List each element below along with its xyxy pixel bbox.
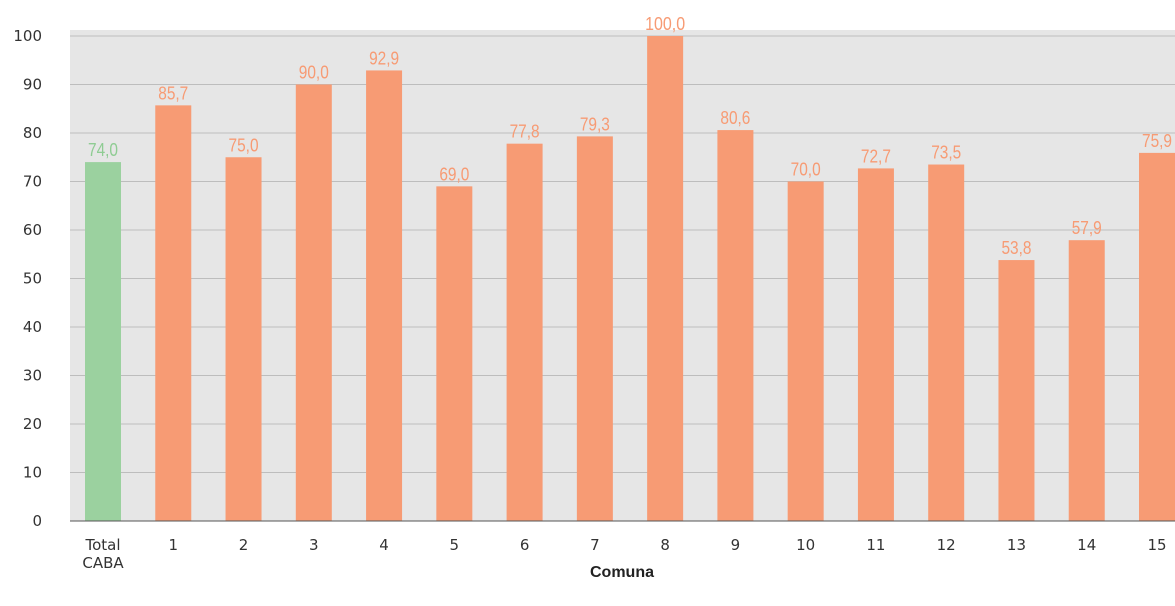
x-tick-label: 11 (866, 536, 885, 554)
y-tick-label: 80 (23, 124, 42, 142)
data-labels: 74,0 85,7 75,0 90,0 92,9 69,0 77,8 79,3 100,0 80,… (88, 14, 1172, 258)
x-tick-label: 2 (239, 536, 249, 554)
bar (436, 186, 473, 521)
bars (85, 36, 1175, 522)
y-tick-label: 90 (23, 76, 42, 94)
data-label: 72,7 (861, 146, 891, 166)
data-label: 80,6 (720, 108, 750, 128)
bar (1068, 240, 1105, 521)
bar (1139, 152, 1175, 521)
x-tick-label: 10 (796, 536, 815, 554)
y-tick-label: 60 (23, 221, 42, 239)
x-tick-label: 1 (168, 536, 178, 554)
x-tick-label: 13 (1007, 536, 1026, 554)
y-tick-label: 100 (13, 27, 42, 45)
y-tick-label: 0 (32, 512, 42, 530)
x-tick-label: 3 (309, 536, 319, 554)
x-axis-title: Comuna (590, 564, 654, 581)
data-label: 92,9 (369, 48, 399, 68)
data-label: 75,9 (1142, 131, 1172, 151)
x-tick-label: 14 (1077, 536, 1096, 554)
x-tick-label: 15 (1147, 536, 1166, 554)
data-label: 74,0 (88, 140, 118, 160)
data-label: 73,5 (931, 143, 961, 163)
x-tick-label: 5 (450, 536, 460, 554)
y-tick-label: 70 (23, 173, 42, 191)
x-tick-label: 8 (660, 536, 670, 554)
data-label: 53,8 (1001, 238, 1031, 258)
data-label: 90,0 (299, 63, 329, 83)
bar (85, 162, 121, 521)
bar (717, 130, 754, 521)
bar (928, 164, 965, 521)
y-tick-label: 40 (23, 318, 42, 336)
data-label: 69,0 (439, 164, 469, 184)
bar (225, 157, 262, 521)
bar (155, 105, 192, 521)
data-label: 85,7 (158, 83, 188, 103)
bar (857, 168, 894, 521)
y-tick-label: 30 (23, 367, 42, 385)
x-tick-label: Total (84, 536, 120, 554)
bar (576, 136, 613, 521)
x-tick-label: 12 (937, 536, 956, 554)
x-tick-label: 4 (379, 536, 389, 554)
y-tick-label: 50 (23, 270, 42, 288)
data-label: 70,0 (791, 160, 821, 180)
x-tick-label: 9 (731, 536, 741, 554)
y-tick-label: 10 (23, 464, 42, 482)
x-tick-label: 7 (590, 536, 600, 554)
data-label: 79,3 (580, 114, 610, 134)
data-label: 57,9 (1072, 218, 1102, 238)
bar (295, 84, 332, 521)
x-tick-label: CABA (82, 554, 124, 572)
y-axis-ticks: 0 10 20 30 40 50 60 70 80 90 100 (13, 27, 42, 530)
data-label: 77,8 (510, 122, 540, 142)
bar (506, 143, 543, 522)
data-label: 75,0 (229, 135, 259, 155)
bar (998, 260, 1035, 521)
bar (366, 70, 403, 521)
bar (787, 181, 824, 521)
bar (647, 36, 684, 521)
data-label: 100,0 (645, 14, 685, 34)
y-tick-label: 20 (23, 415, 42, 433)
x-tick-label: 6 (520, 536, 530, 554)
